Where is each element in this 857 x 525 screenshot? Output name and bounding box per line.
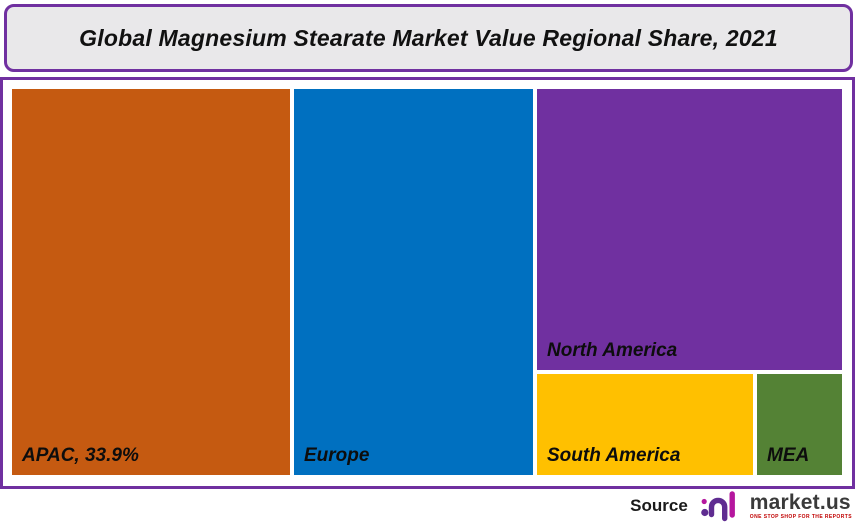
treemap-region-north-america: North America <box>537 89 842 370</box>
region-label-mea: MEA <box>767 445 810 466</box>
brand-tagline: ONE STOP SHOP FOR THE REPORTS <box>749 514 852 520</box>
chart-title-box: Global Magnesium Stearate Market Value R… <box>4 4 853 72</box>
region-label-europe: Europe <box>304 445 370 466</box>
brand-block: market.us ONE STOP SHOP FOR THE REPORTS <box>750 492 852 520</box>
chart-title: Global Magnesium Stearate Market Value R… <box>79 24 778 51</box>
market-us-logo-icon <box>700 491 735 522</box>
source-label: Source <box>630 496 688 515</box>
region-label-apac: APAC, 33.9% <box>22 445 139 466</box>
brand-name: market.us <box>749 491 851 514</box>
region-label-south-america: South America <box>547 445 681 466</box>
treemap-region-apac: APAC, 33.9% <box>12 89 290 475</box>
treemap-region-mea: MEA <box>757 374 842 475</box>
treemap-region-south-america: South America <box>537 374 753 475</box>
treemap-region-europe: Europe <box>294 89 533 475</box>
source-attribution: Source market.us ONE STOP SHOP FOR THE R… <box>630 488 852 524</box>
region-label-north-america: North America <box>547 340 678 361</box>
